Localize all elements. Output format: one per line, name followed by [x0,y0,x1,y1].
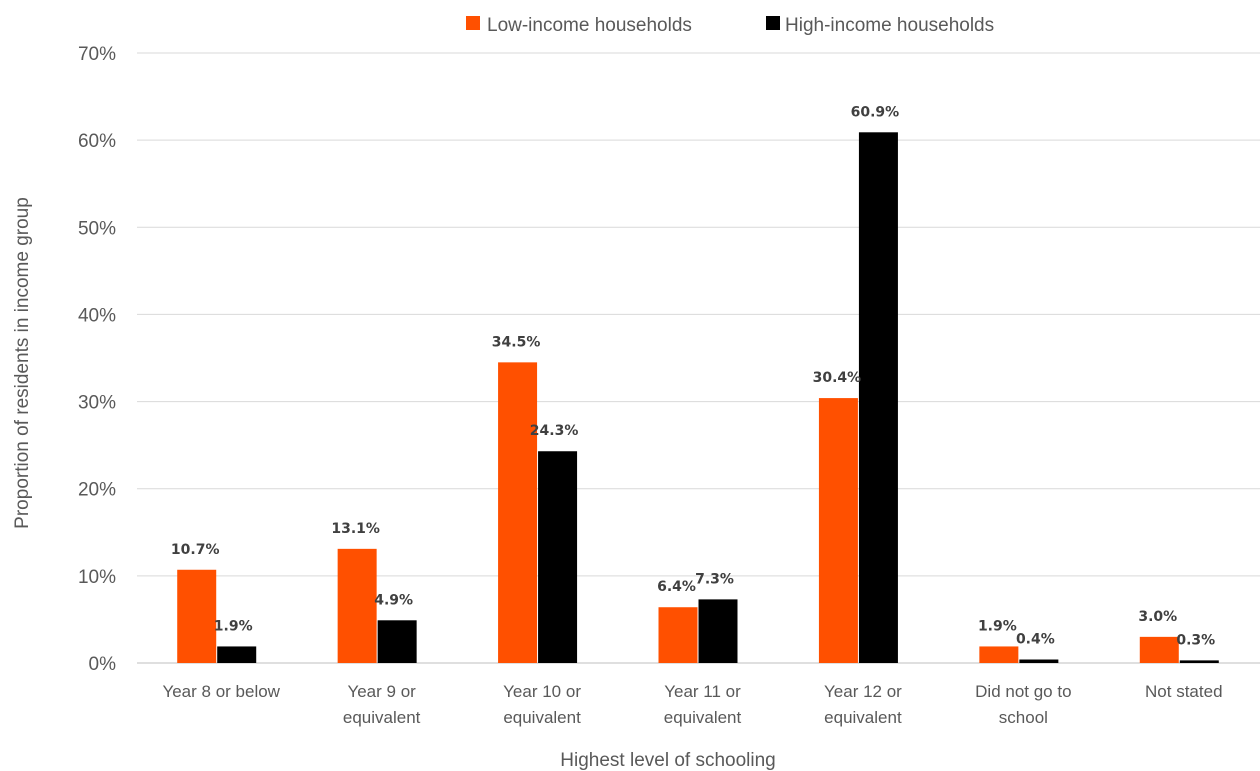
y-tick-label: 60% [78,131,116,152]
x-tick-label: equivalent [824,708,902,727]
bar-low-income-0 [177,569,217,663]
y-tick-label: 40% [78,305,116,326]
legend-swatch [466,16,480,30]
bar-high-income-3 [698,599,738,663]
y-tick-label: 70% [78,44,116,65]
bar-low-income-5 [979,646,1019,663]
bar-low-income-3 [658,607,698,663]
bar-low-income-4 [818,398,858,663]
bar-high-income-6 [1179,660,1219,663]
x-tick-label: Did not go to [975,682,1071,701]
data-labels: 10.7% 13.1% 34.5% 6.4% 30.4% 1.9% 3.0% 1.9% 4.9%… [171,104,1215,648]
x-tick-label: Year 11 or [664,682,741,701]
data-label: 6.4% [657,579,696,595]
data-label: 60.9% [851,104,900,120]
data-label: 1.9% [978,618,1017,634]
data-label: 30.4% [813,370,862,386]
legend-label: High-income households [785,15,994,36]
bar-high-income-4 [858,132,898,664]
y-axis-ticks: 0% 10% 20% 30% 40% 50% 60% 70% [78,44,116,675]
y-tick-label: 10% [78,567,116,588]
y-tick-label: 0% [89,654,117,675]
legend: Low-income households High-income househo… [466,15,994,36]
x-axis-title: Highest level of schooling [560,750,775,771]
x-tick-label: equivalent [664,708,742,727]
legend-label: Low-income households [487,15,692,36]
data-label: 24.3% [530,423,579,439]
data-label: 13.1% [331,521,380,537]
legend-swatch [766,16,780,30]
x-tick-label: school [999,708,1048,727]
data-label: 1.9% [214,618,253,634]
bar-low-income-1 [337,548,377,663]
y-axis-title: Proportion of residents in income group [12,197,33,529]
bar-low-income-6 [1139,636,1179,663]
bar-high-income-0 [217,646,257,663]
x-tick-label: Year 9 or [347,682,416,701]
y-tick-label: 50% [78,218,116,239]
x-tick-label: equivalent [343,708,421,727]
x-axis-ticks: Year 8 or below Year 9 or equivalent Year 1… [162,682,1222,727]
data-label: 34.5% [492,334,541,350]
data-label: 0.3% [1176,632,1215,648]
data-label: 3.0% [1138,609,1177,625]
y-tick-label: 30% [78,393,116,414]
x-tick-label: Year 10 or [503,682,581,701]
x-tick-label: Year 12 or [824,682,902,701]
x-tick-label: Not stated [1145,682,1223,701]
bar-low-income-2 [498,362,538,663]
x-tick-label: Year 8 or below [162,682,280,701]
bar-high-income-1 [377,620,417,663]
bars [177,132,1219,664]
data-label: 0.4% [1016,632,1055,648]
y-tick-label: 20% [78,480,116,501]
bar-high-income-2 [538,451,578,663]
data-label: 4.9% [374,592,413,608]
bar-high-income-5 [1019,659,1059,663]
data-label: 7.3% [695,571,734,587]
data-label: 10.7% [171,542,220,558]
gridlines [137,52,1260,664]
x-tick-label: equivalent [503,708,581,727]
